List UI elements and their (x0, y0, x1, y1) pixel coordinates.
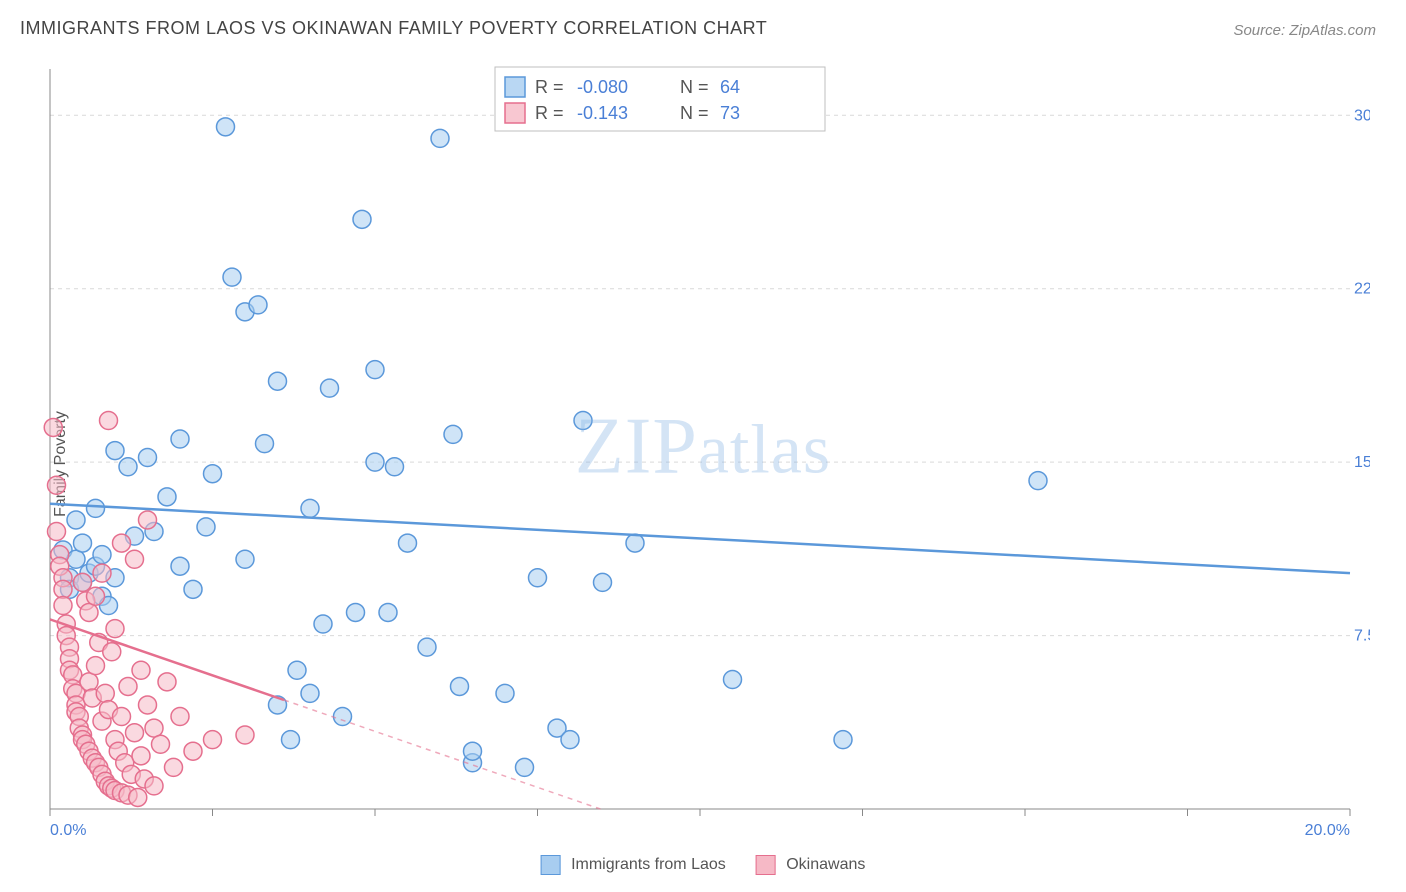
source-label: Source: ZipAtlas.com (1233, 22, 1376, 39)
svg-text:0.0%: 0.0% (50, 822, 86, 839)
svg-text:22.5%: 22.5% (1354, 281, 1370, 298)
bottom-legend: Immigrants from Laos Okinawans (541, 855, 866, 875)
svg-text:30.0%: 30.0% (1354, 107, 1370, 124)
legend-item-laos: Immigrants from Laos (541, 855, 726, 875)
svg-text:R =: R = (535, 77, 564, 97)
svg-text:64: 64 (720, 77, 740, 97)
svg-text:7.5%: 7.5% (1354, 628, 1370, 645)
legend-swatch-okinawans (756, 855, 776, 875)
header: IMMIGRANTS FROM LAOS VS OKINAWAN FAMILY … (0, 0, 1406, 49)
svg-text:-0.080: -0.080 (577, 77, 628, 97)
scatter-plot: 7.5% 15.0% 22.5% 30.0% 0.0% 20.0% R = -0.080 N =… (40, 49, 1370, 839)
chart-title: IMMIGRANTS FROM LAOS VS OKINAWAN FAMILY … (20, 18, 767, 39)
legend-item-okinawans: Okinawans (756, 855, 866, 875)
svg-text:N =: N = (680, 103, 709, 123)
svg-text:R =: R = (535, 103, 564, 123)
svg-text:N =: N = (680, 77, 709, 97)
legend-swatch-laos (541, 855, 561, 875)
chart-area: Family Poverty 7.5%15.0%22.5%30.0%0.0%20… (0, 49, 1406, 879)
legend-label-okinawans: Okinawans (786, 856, 865, 873)
legend-label-laos: Immigrants from Laos (571, 856, 726, 873)
svg-text:73: 73 (720, 103, 740, 123)
svg-text:-0.143: -0.143 (577, 103, 628, 123)
svg-text:20.0%: 20.0% (1305, 822, 1350, 839)
svg-text:15.0%: 15.0% (1354, 454, 1370, 471)
